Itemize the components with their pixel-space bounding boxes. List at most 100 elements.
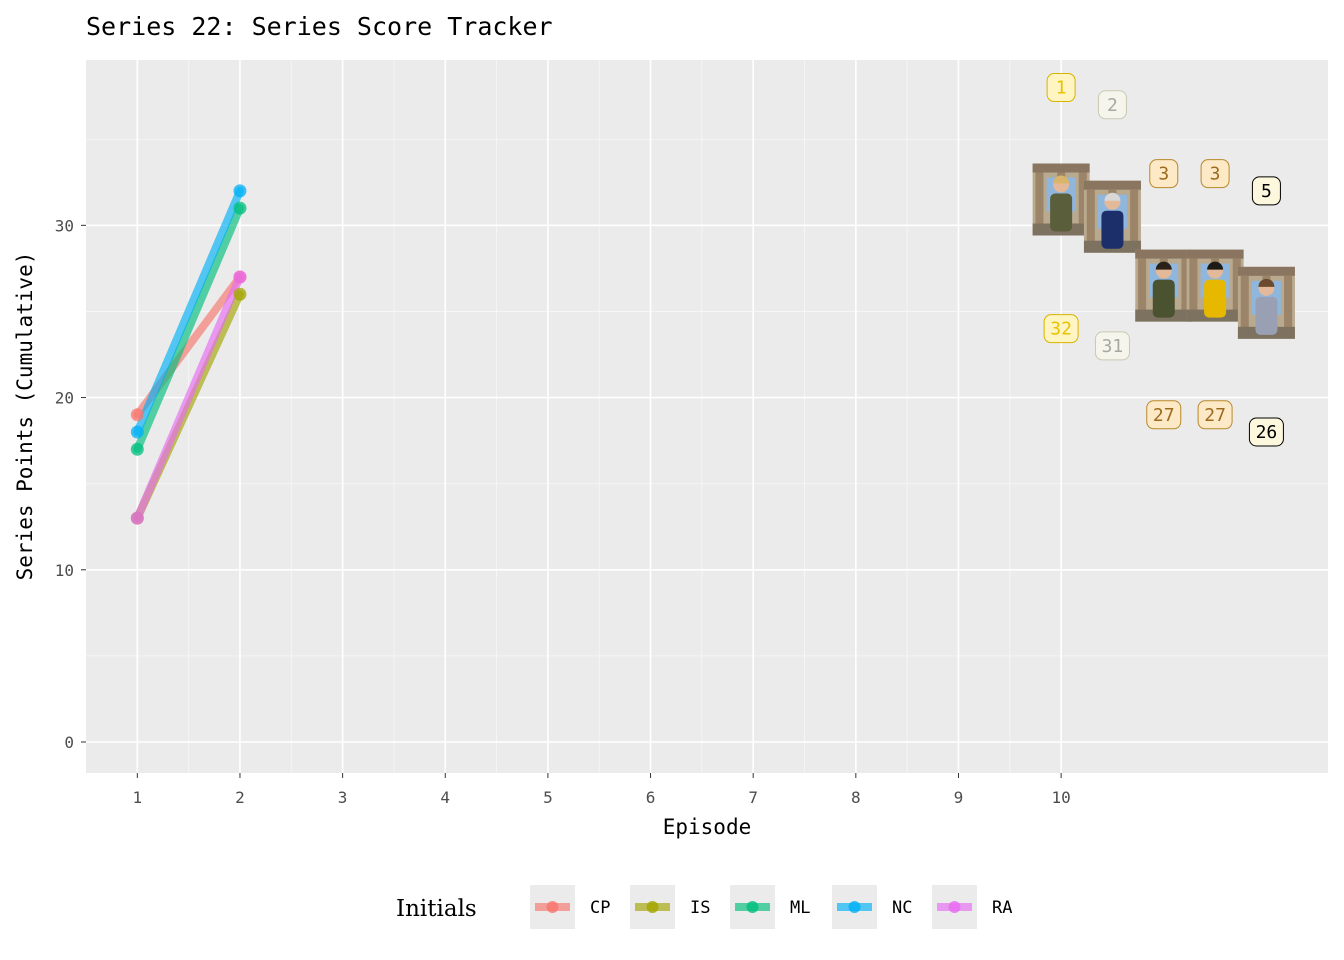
legend-key-point <box>848 901 861 913</box>
rank-badge-label: 1 <box>1056 78 1067 99</box>
portrait-column <box>1181 258 1190 311</box>
portrait-column <box>1130 189 1139 242</box>
score-badge: 27 <box>1197 400 1233 430</box>
portrait-hair <box>1155 261 1172 270</box>
portrait-body <box>1255 296 1278 335</box>
plot-panel <box>86 60 1328 773</box>
series-points <box>130 184 247 525</box>
score-badge-box <box>1146 400 1182 430</box>
score-badge: 27 <box>1146 400 1182 430</box>
rank-badge: 5 <box>1251 176 1281 206</box>
x-tick-label: 3 <box>338 788 348 807</box>
portrait-hair <box>1053 175 1070 184</box>
series-point-ml <box>233 201 247 215</box>
contestant-portrait <box>1186 249 1244 322</box>
score-badge: 31 <box>1094 331 1130 361</box>
rank-badge-label: 2 <box>1107 95 1118 116</box>
portrait-column <box>1189 258 1198 311</box>
legend-label: CP <box>590 898 610 918</box>
portrait-column <box>1078 172 1087 225</box>
y-tick-label: 20 <box>55 389 74 408</box>
chart-title: Series 22: Series Score Tracker <box>86 12 553 41</box>
legend-label: IS <box>690 898 710 918</box>
score-badge-box <box>1248 417 1284 447</box>
rank-badge: 2 <box>1097 90 1127 120</box>
annotations: 1 2 3 3 5 32 31 27 27 26 <box>1032 73 1295 447</box>
portrait-body <box>1050 193 1073 232</box>
y-tick-label: 0 <box>64 733 74 752</box>
axis-ticks: 1 2 3 4 5 6 7 8 9 10 0 10 20 30 <box>55 216 1071 807</box>
portrait-hair <box>1207 261 1224 270</box>
legend-item-nc: NC <box>832 885 912 929</box>
portrait-lintel <box>1237 266 1295 276</box>
legend-label: NC <box>892 898 912 918</box>
portrait-hair <box>1104 192 1121 201</box>
x-tick-label: 5 <box>543 788 553 807</box>
portrait-body <box>1152 279 1175 318</box>
score-badge-box <box>1197 400 1233 430</box>
series-line-ml <box>133 204 244 454</box>
rank-badge-label: 3 <box>1158 164 1169 185</box>
rank-badge-label: 3 <box>1210 164 1221 185</box>
portrait-column <box>1284 275 1293 328</box>
portrait-column <box>1232 258 1241 311</box>
score-badge-label: 31 <box>1102 336 1124 357</box>
x-axis-title: Episode <box>663 815 752 839</box>
x-tick-label: 8 <box>851 788 861 807</box>
series-point-nc <box>130 425 144 439</box>
score-badge: 26 <box>1248 417 1284 447</box>
legend-key-point <box>546 901 559 913</box>
series-line-nc <box>133 186 244 436</box>
portrait-column <box>1240 275 1249 328</box>
portrait-lintel <box>1186 249 1244 259</box>
rank-badge-box <box>1251 176 1281 206</box>
legend-item-ml: ML <box>730 885 810 929</box>
rank-badge-box <box>1097 90 1127 120</box>
legend-label: RA <box>992 898 1012 918</box>
score-badge: 32 <box>1043 314 1079 344</box>
portrait-body <box>1204 279 1227 318</box>
legend-key-point <box>948 901 961 913</box>
legend-key-point <box>646 901 659 913</box>
legend-item-cp: CP <box>530 885 610 929</box>
score-badge-label: 27 <box>1204 405 1226 426</box>
series-line-ra <box>133 273 244 523</box>
legend-item-is: IS <box>630 885 710 929</box>
portrait-lintel <box>1032 163 1090 173</box>
x-tick-label: 6 <box>646 788 656 807</box>
portrait-lintel <box>1135 249 1193 259</box>
contestant-portrait <box>1032 163 1090 236</box>
score-badge-label: 27 <box>1153 405 1175 426</box>
x-tick-label: 10 <box>1051 788 1070 807</box>
rank-badge-box <box>1149 159 1179 189</box>
portrait-hair <box>1258 278 1275 287</box>
score-badge-box <box>1094 331 1130 361</box>
rank-badge-label: 5 <box>1261 181 1272 202</box>
series-point-ra <box>233 270 247 284</box>
x-tick-label: 7 <box>748 788 758 807</box>
portrait-lintel <box>1083 180 1141 190</box>
series-point-nc <box>233 184 247 198</box>
rank-badge-box <box>1200 159 1230 189</box>
legend-label: ML <box>790 898 810 918</box>
x-tick-label: 4 <box>440 788 450 807</box>
contestant-portrait <box>1237 266 1295 339</box>
legend-title: Initials <box>396 896 477 922</box>
portrait-column <box>1035 172 1044 225</box>
rank-badge-box <box>1046 73 1076 103</box>
series-lines <box>133 186 244 523</box>
series-point-is <box>233 287 247 301</box>
score-badge-label: 26 <box>1256 422 1278 443</box>
x-tick-label: 2 <box>235 788 245 807</box>
portrait-column <box>1138 258 1147 311</box>
rank-badge: 3 <box>1149 159 1179 189</box>
y-axis-title: Series Points (Cumulative) <box>13 252 37 581</box>
series-point-ml <box>130 442 144 456</box>
score-badge-box <box>1043 314 1079 344</box>
rank-badge: 1 <box>1046 73 1076 103</box>
legend-item-ra: RA <box>932 885 1012 929</box>
series-point-cp <box>130 408 144 422</box>
x-tick-label: 9 <box>954 788 964 807</box>
rank-badge: 3 <box>1200 159 1230 189</box>
